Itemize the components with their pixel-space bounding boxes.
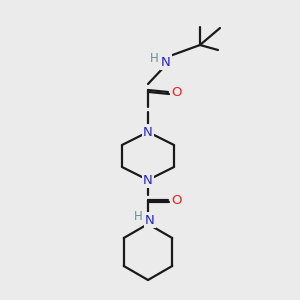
Text: O: O — [172, 194, 182, 206]
Text: N: N — [161, 56, 171, 68]
Text: N: N — [143, 125, 153, 139]
Text: N: N — [145, 214, 155, 226]
Text: N: N — [143, 125, 153, 139]
Text: O: O — [172, 85, 182, 98]
Text: H: H — [150, 52, 158, 64]
Text: N: N — [143, 173, 153, 187]
Text: H: H — [134, 211, 142, 224]
